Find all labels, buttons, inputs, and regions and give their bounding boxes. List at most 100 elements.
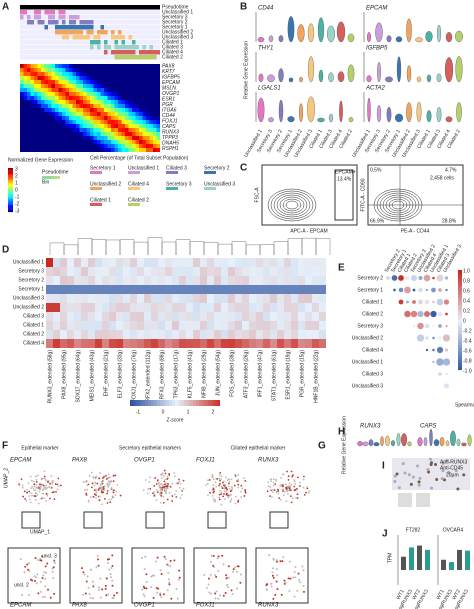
heatmap-cell	[179, 339, 186, 348]
heatmap-cell	[125, 108, 129, 112]
umap-point	[230, 589, 233, 592]
umap-point	[267, 485, 270, 488]
colorbar	[8, 195, 13, 197]
heatmap-cell	[125, 96, 129, 100]
track-cell	[86, 5, 90, 10]
heatmap-cell	[146, 68, 150, 72]
heatmap-cell	[107, 92, 111, 96]
colorbar	[8, 181, 13, 183]
heatmap-cell	[30, 112, 34, 116]
legend-swatch	[207, 187, 210, 190]
heatmap-cell	[284, 276, 291, 285]
track-cell	[149, 45, 153, 50]
column-label: IRF1_extended (47g)	[257, 350, 263, 398]
heatmap-cell	[79, 124, 83, 128]
heatmap-cell	[242, 321, 249, 330]
heatmap-cell	[121, 68, 125, 72]
heatmap-cell	[34, 76, 38, 80]
umap-point	[222, 594, 225, 597]
heatmap-cell	[149, 108, 153, 112]
umap-point	[214, 592, 217, 595]
heatmap-cell	[46, 276, 53, 285]
heatmap-cell	[132, 128, 136, 132]
heatmap-cell	[125, 112, 129, 116]
heatmap-cell	[30, 120, 34, 124]
group-label: Secretory 2	[204, 165, 230, 171]
heatmap-cell	[51, 92, 55, 96]
colorbar	[458, 342, 462, 346]
umap-point	[153, 484, 156, 487]
heatmap-cell	[37, 68, 41, 72]
scale-label: -2	[15, 201, 20, 207]
umap-point	[168, 473, 170, 475]
legend-swatch	[134, 171, 137, 174]
heatmap-cell	[20, 136, 24, 140]
heatmap-cell	[125, 76, 129, 80]
heatmap-cell	[137, 294, 144, 303]
heatmap-cell	[151, 258, 158, 267]
track-cell	[153, 15, 157, 20]
umap-point	[286, 493, 289, 495]
heatmap-cell	[135, 116, 139, 120]
violin	[450, 430, 456, 447]
corr-dot	[436, 298, 444, 306]
track-cell	[139, 55, 143, 60]
track-cell	[58, 45, 62, 50]
umap-point	[95, 491, 98, 494]
umap-point	[42, 574, 45, 577]
track-cell	[104, 20, 108, 25]
umap-point	[178, 487, 181, 489]
umap-point	[302, 475, 305, 478]
colorbar	[217, 400, 220, 406]
umap-point	[274, 594, 277, 597]
heatmap-cell	[121, 72, 125, 76]
heatmap-cell	[135, 96, 139, 100]
heatmap-cell	[114, 64, 118, 68]
heatmap-cell	[90, 76, 94, 80]
colorbar	[211, 400, 214, 406]
track-cell	[69, 35, 73, 40]
cell	[462, 473, 466, 477]
legend-swatch	[93, 187, 96, 190]
track-cell	[111, 10, 115, 15]
track-cell	[55, 5, 59, 10]
heatmap-cell	[34, 100, 38, 104]
heatmap-cell	[27, 144, 31, 148]
track-cell	[34, 15, 38, 20]
colorbar	[8, 206, 13, 208]
corr-dot	[398, 299, 404, 305]
heatmap-cell	[165, 276, 172, 285]
heatmap-cell	[214, 267, 221, 276]
panel-letter: J	[382, 529, 388, 540]
corr-dot	[417, 310, 424, 318]
heatmap-cell	[88, 267, 95, 276]
colorbar	[208, 400, 211, 406]
umap-point	[54, 483, 57, 485]
heatmap-cell	[20, 112, 24, 116]
heatmap-cell	[62, 140, 66, 144]
heatmap-cell	[214, 258, 221, 267]
heatmap-cell	[93, 92, 97, 96]
track-cell	[58, 25, 62, 30]
umap-point	[276, 588, 279, 591]
track-cell	[41, 10, 45, 15]
heatmap-cell	[51, 72, 55, 76]
track-cell	[125, 50, 129, 55]
track-cell	[76, 10, 80, 15]
umap-point	[212, 488, 215, 491]
heatmap-cell	[23, 108, 27, 112]
umap-point	[208, 479, 211, 481]
heatmap-cell	[114, 136, 118, 140]
umap-point	[95, 494, 97, 497]
umap-point	[92, 495, 95, 498]
umap-point	[160, 572, 163, 575]
track-cell	[62, 30, 66, 35]
umap-point	[275, 560, 278, 563]
track-cell	[30, 35, 34, 40]
track-cell	[107, 50, 111, 55]
heatmap-cell	[104, 148, 108, 152]
track-cell	[83, 45, 87, 50]
scale-label: -1.0	[463, 368, 472, 374]
gene-label: MSLN	[162, 85, 176, 91]
track-cell	[83, 20, 87, 25]
